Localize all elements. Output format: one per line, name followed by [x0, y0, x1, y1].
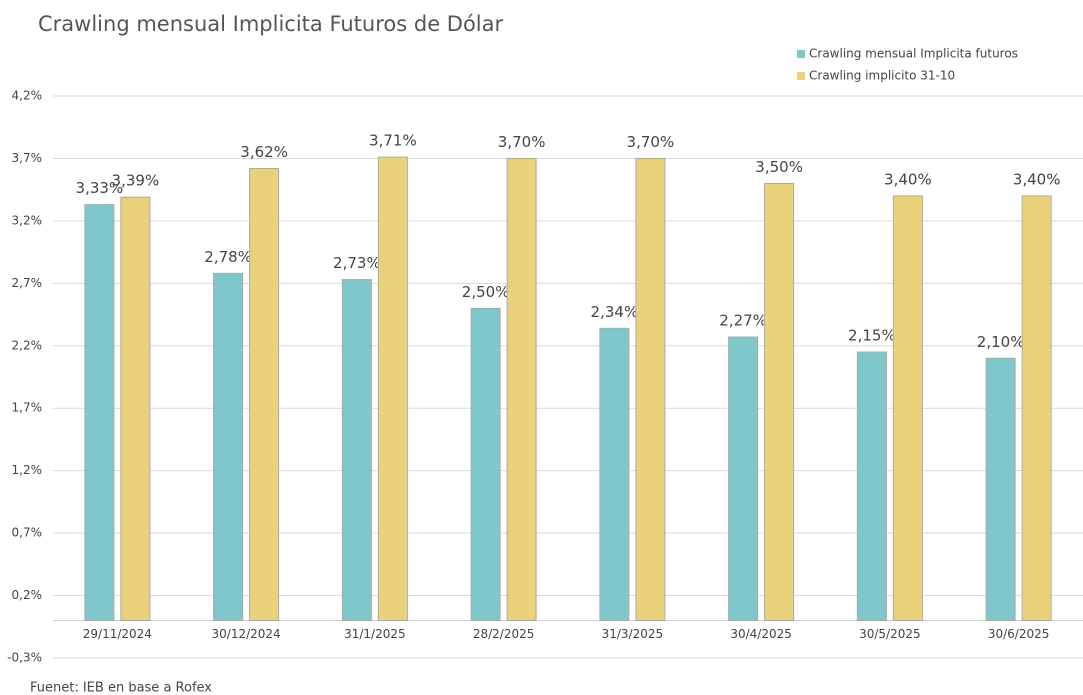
data-label: 2,34% [591, 303, 639, 321]
legend-label: Crawling implicito 31-10 [809, 69, 955, 83]
bar [635, 157, 666, 622]
data-label: 3,62% [240, 143, 288, 161]
bar [1021, 195, 1052, 622]
bar [764, 182, 795, 622]
bar [213, 272, 244, 622]
legend-swatch [797, 72, 805, 80]
y-tick-label: -0,3% [7, 651, 42, 665]
bar [599, 327, 630, 622]
y-tick-label: 1,2% [12, 463, 43, 477]
data-label: 3,33% [76, 179, 124, 197]
data-label: 2,50% [462, 283, 510, 301]
legend-swatch [797, 50, 805, 58]
x-tick-label: 30/5/2025 [859, 627, 921, 641]
data-label: 3,70% [627, 133, 675, 151]
bar [377, 156, 408, 622]
x-tick-label: 28/2/2025 [473, 627, 535, 641]
bar [249, 167, 280, 622]
bar [470, 307, 501, 622]
y-tick-label: 0,7% [12, 526, 43, 540]
x-tick-label: 31/1/2025 [344, 627, 406, 641]
y-tick-label: 3,2% [12, 213, 43, 227]
data-label: 3,70% [498, 133, 546, 151]
source-note: Fuenet: IEB en base a Rofex [30, 681, 212, 695]
chart-title: Crawling mensual Implicita Futuros de Dó… [38, 12, 504, 36]
bar [506, 157, 537, 622]
bar [120, 196, 151, 622]
bar [985, 357, 1016, 622]
bar [892, 195, 923, 622]
y-tick-label: 1,7% [12, 401, 43, 415]
data-label: 2,27% [719, 312, 767, 330]
bar [728, 336, 759, 622]
bar [84, 204, 115, 622]
x-tick-label: 31/3/2025 [602, 627, 664, 641]
x-tick-label: 30/12/2024 [212, 627, 281, 641]
data-label: 2,15% [848, 327, 896, 345]
data-label: 2,73% [333, 254, 381, 272]
bar [341, 279, 372, 622]
x-tick-label: 30/6/2025 [988, 627, 1050, 641]
data-label: 3,40% [1013, 170, 1061, 188]
y-tick-label: 4,2% [12, 89, 43, 103]
data-label: 2,78% [204, 248, 252, 266]
x-tick-label: 29/11/2024 [83, 627, 152, 641]
data-label: 2,10% [977, 333, 1025, 351]
data-label: 3,39% [112, 172, 160, 190]
y-tick-label: 2,2% [12, 338, 43, 352]
y-tick-label: 2,7% [12, 276, 43, 290]
y-tick-label: 3,7% [12, 151, 43, 165]
data-label: 3,71% [369, 132, 417, 150]
legend-label: Crawling mensual Implicita futuros [809, 47, 1018, 61]
bar [856, 351, 887, 622]
data-label: 3,40% [884, 170, 932, 188]
data-label: 3,50% [755, 158, 803, 176]
x-tick-label: 30/4/2025 [730, 627, 792, 641]
y-tick-label: 0,2% [12, 588, 43, 602]
